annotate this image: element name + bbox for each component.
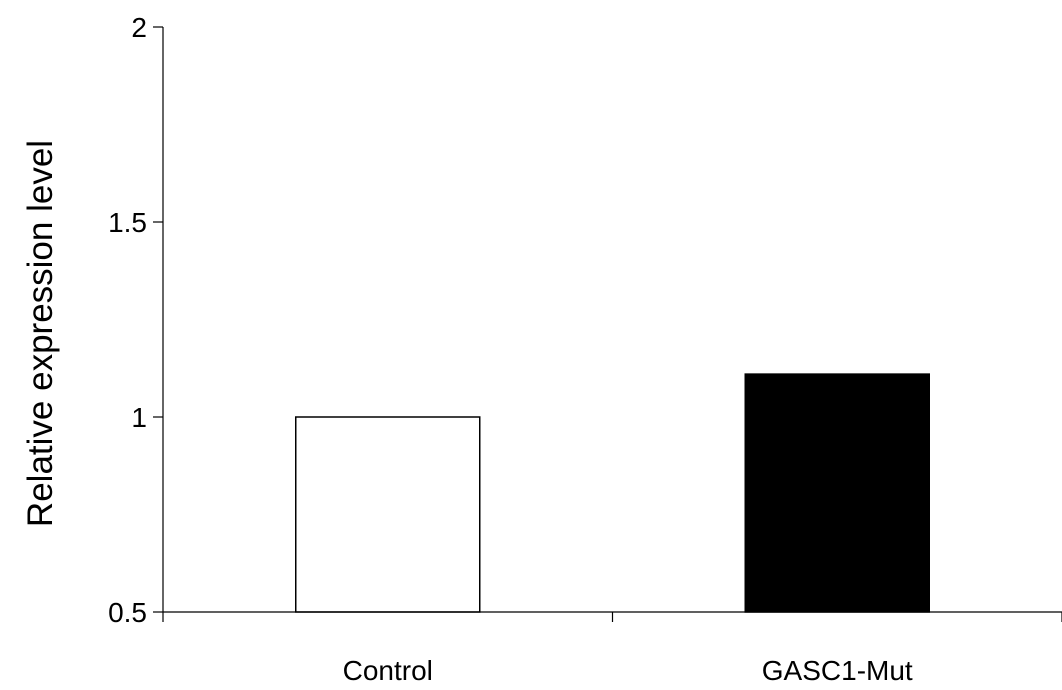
- bars-layer: [295, 373, 930, 613]
- x-category-label: Control: [343, 655, 433, 686]
- y-tick-label: 1: [131, 402, 147, 433]
- bar-control: [295, 416, 481, 613]
- x-axis-ticks: Control GASC1-Mut: [162, 612, 1062, 686]
- bar-gasc1-mut: [744, 373, 930, 613]
- y-axis-ticks: 0.5 1 1.5 2: [108, 12, 163, 628]
- y-tick-label: 2: [131, 12, 147, 43]
- y-tick-label: 0.5: [108, 597, 147, 628]
- y-axis-title: Relative expression level: [21, 140, 60, 527]
- y-tick-label: 1.5: [108, 207, 147, 238]
- x-category-label: GASC1-Mut: [762, 655, 913, 686]
